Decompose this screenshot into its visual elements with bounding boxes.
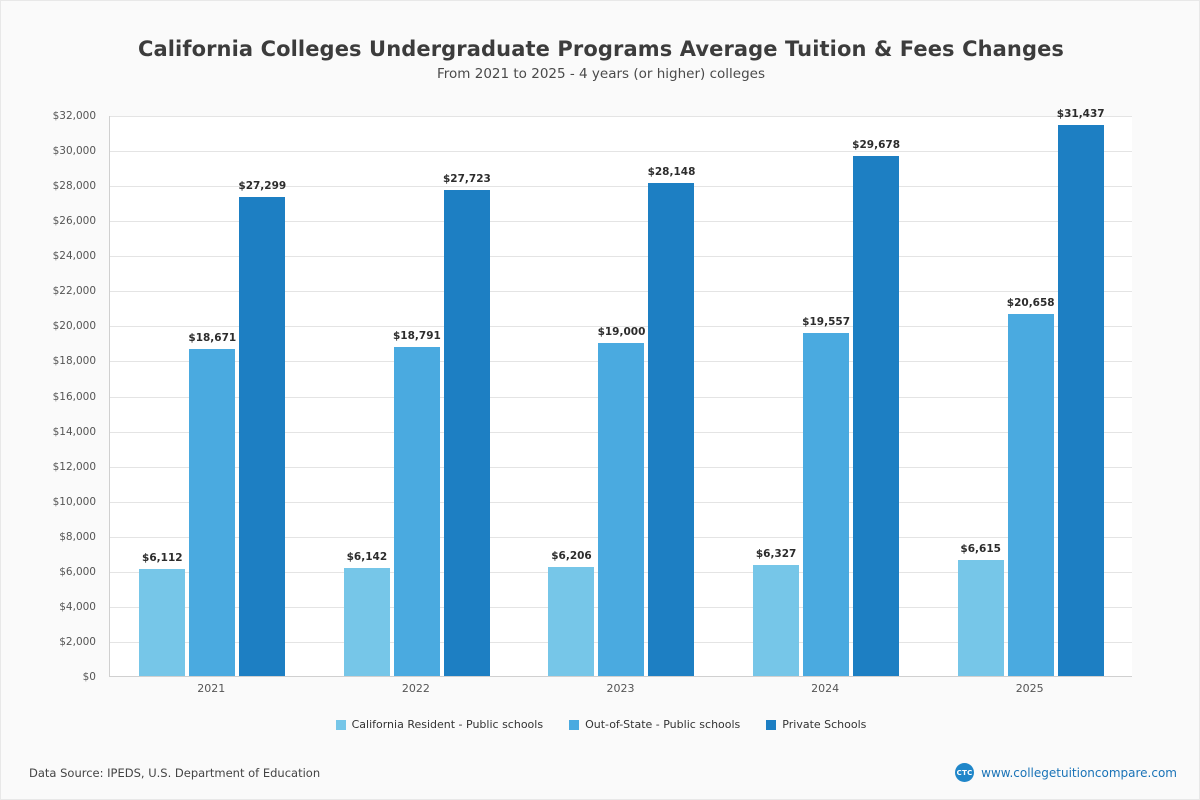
y-axis-tick-label: $10,000	[52, 495, 96, 508]
chart-legend: California Resident - Public schools Out-…	[1, 718, 1200, 731]
y-axis-tick-label: $30,000	[52, 145, 96, 158]
bar-value-label: $28,148	[647, 165, 696, 178]
y-axis-tick-label: $32,000	[52, 110, 96, 122]
gridline	[110, 326, 1132, 328]
legend-item[interactable]: Out-of-State - Public schools	[569, 718, 740, 731]
x-axis-tick-label: 2022	[401, 682, 430, 695]
bar-value-label: $19,000	[597, 325, 646, 338]
bar[interactable]: $6,327	[753, 548, 800, 676]
bar-fill	[343, 568, 390, 676]
bar[interactable]: $19,000	[598, 326, 645, 676]
y-axis-tick-label: $12,000	[52, 460, 96, 473]
bar[interactable]: $27,723	[443, 173, 491, 676]
bar[interactable]: $6,112	[139, 552, 186, 676]
y-axis-tick-label: $28,000	[52, 180, 96, 193]
bar-value-label: $20,658	[1006, 296, 1055, 309]
bar-fill	[1007, 313, 1054, 676]
brand-url-label: www.collegetuitioncompare.com	[981, 765, 1177, 780]
bar-value-label: $27,723	[442, 172, 491, 185]
x-axis-tick-label: 2025	[1015, 682, 1044, 695]
legend-swatch	[335, 719, 346, 730]
bar-value-label: $19,557	[802, 316, 851, 329]
legend-item[interactable]: California Resident - Public schools	[335, 718, 544, 731]
bar-fill	[598, 342, 645, 676]
y-axis-tick-label: $26,000	[52, 215, 96, 228]
y-axis-tick-label: $20,000	[52, 320, 96, 333]
bar-value-label: $29,678	[852, 138, 901, 151]
gridline	[110, 256, 1132, 258]
y-axis-tick-label: $4,000	[59, 600, 96, 613]
bar-value-label: $6,615	[960, 543, 1001, 556]
bar-fill	[189, 348, 236, 676]
bar-fill	[753, 565, 800, 676]
bar-fill	[648, 182, 695, 676]
bar-value-label: $6,206	[551, 550, 592, 563]
gridline	[110, 186, 1132, 188]
bar-value-label: $6,327	[755, 548, 797, 561]
x-axis-tick-label: 2023	[606, 682, 635, 695]
chart-subtitle: From 2021 to 2025 - 4 years (or higher) …	[437, 66, 765, 82]
chart-title: California Colleges Undergraduate Progra…	[137, 37, 1065, 61]
bar-value-label: $27,299	[238, 180, 287, 193]
bar[interactable]: $6,615	[957, 543, 1004, 676]
bar[interactable]: $28,148	[648, 166, 695, 676]
bar[interactable]: $29,678	[852, 139, 900, 676]
data-source-note: Data Source: IPEDS, U.S. Department of E…	[29, 766, 321, 780]
bar[interactable]: $18,791	[393, 330, 441, 676]
legend-swatch	[766, 719, 777, 730]
bar-fill	[393, 346, 440, 676]
bar-fill	[239, 197, 286, 676]
bar-fill	[139, 568, 186, 676]
bar-fill	[1057, 124, 1104, 676]
bar-value-label: $6,142	[346, 551, 388, 564]
bar[interactable]: $20,658	[1007, 297, 1055, 676]
bar-group: $6,206 $19,000 $28,148	[519, 116, 724, 676]
y-axis-tick-label: $18,000	[52, 355, 96, 368]
bar-fill	[443, 189, 490, 676]
y-axis-tick-label: $24,000	[52, 250, 96, 263]
gridline	[110, 291, 1132, 293]
bar-fill	[548, 567, 595, 676]
y-axis-tick-label: $2,000	[59, 635, 96, 648]
bar[interactable]: $27,299	[238, 180, 286, 676]
x-axis-tick-label: 2021	[197, 682, 226, 695]
bar[interactable]: $6,142	[343, 551, 390, 676]
x-axis-tick-label: 2024	[811, 682, 840, 695]
legend-label: California Resident - Public schools	[351, 718, 544, 731]
bar[interactable]: $31,437	[1057, 108, 1105, 676]
bar-value-label: $6,112	[142, 551, 183, 564]
bar-group: $6,615 $20,658 $31,437	[928, 108, 1133, 676]
bar[interactable]: $6,206	[548, 550, 595, 676]
bar-fill	[853, 155, 900, 676]
bar-fill	[957, 560, 1004, 676]
bar-value-label: $18,791	[392, 329, 441, 342]
plot-area: $6,112 $18,671 $27,299 $6,142 $18,791 $27,723…	[109, 108, 1133, 677]
bar-fill	[803, 333, 850, 676]
y-axis-tick-label: $22,000	[52, 285, 96, 298]
gridline	[110, 221, 1132, 223]
gridline	[110, 116, 1132, 117]
y-axis-tick-label: $8,000	[59, 530, 96, 543]
legend-item[interactable]: Private Schools	[766, 718, 866, 731]
bar-value-label: $31,437	[1056, 107, 1105, 120]
bar-group: $6,112 $18,671 $27,299	[110, 116, 315, 676]
y-axis-tick-label: $16,000	[52, 390, 96, 403]
brand-link[interactable]: CTC www.collegetuitioncompare.com	[955, 763, 1177, 782]
y-axis-tick-label: $14,000	[52, 425, 96, 438]
y-axis-tick-label: $0	[82, 671, 96, 683]
bar[interactable]: $18,671	[188, 332, 236, 676]
legend-label: Private Schools	[782, 718, 867, 731]
brand-logo-icon: CTC	[955, 763, 975, 782]
bar-value-label: $18,671	[188, 331, 237, 344]
legend-swatch	[569, 719, 580, 730]
bar[interactable]: $19,557	[802, 316, 850, 676]
legend-label: Out-of-State - Public schools	[585, 718, 741, 731]
y-axis-tick-label: $6,000	[59, 565, 96, 578]
bar-group: $6,142 $18,791 $27,723	[315, 116, 520, 676]
bar-group: $6,327 $19,557 $29,678	[724, 116, 929, 676]
gridline	[110, 151, 1132, 153]
